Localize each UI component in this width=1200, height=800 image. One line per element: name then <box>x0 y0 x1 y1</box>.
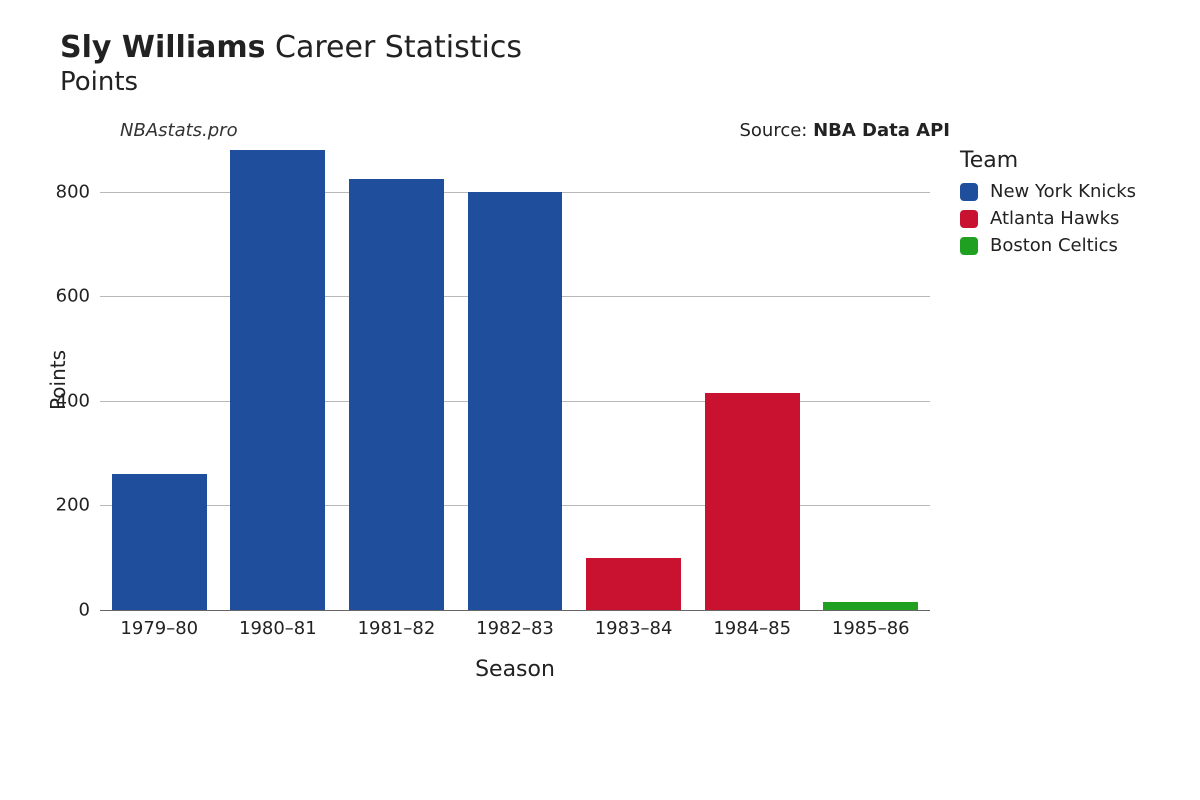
x-tick-label: 1984–85 <box>713 618 791 639</box>
bar <box>823 602 918 610</box>
y-tick-label: 0 <box>79 600 90 621</box>
y-axis-label: Points <box>46 350 70 410</box>
legend-title: Team <box>960 148 1136 173</box>
gridline <box>100 610 930 611</box>
legend-label: Boston Celtics <box>990 235 1118 256</box>
legend-swatch <box>960 183 978 201</box>
x-axis-label: Season <box>475 657 555 682</box>
source-text: Source: NBA Data API <box>739 120 950 141</box>
x-tick-label: 1983–84 <box>595 618 673 639</box>
bar <box>230 150 325 610</box>
chart-subtitle: Points <box>60 67 1160 97</box>
bar-slot: 1981–82 <box>337 150 456 610</box>
x-tick-label: 1982–83 <box>476 618 554 639</box>
x-tick-label: 1979–80 <box>120 618 198 639</box>
y-tick-label: 600 <box>56 286 90 307</box>
title-bold: Sly Williams <box>60 30 265 65</box>
bar <box>586 558 681 610</box>
bars-group: 1979–801980–811981–821982–831983–841984–… <box>100 150 930 610</box>
legend-label: New York Knicks <box>990 181 1136 202</box>
annotation-row: NBAstats.pro Source: NBA Data API <box>120 120 950 141</box>
x-tick-label: 1985–86 <box>832 618 910 639</box>
x-tick-label: 1981–82 <box>358 618 436 639</box>
bar <box>112 474 207 610</box>
bar-slot: 1983–84 <box>574 150 693 610</box>
bar-slot: 1985–86 <box>811 150 930 610</box>
legend-items: New York Knicks Atlanta Hawks Boston Celti… <box>960 181 1136 256</box>
title-block: Sly Williams Career Statistics Points <box>60 30 1160 97</box>
y-tick-label: 200 <box>56 495 90 516</box>
bar-slot: 1980–81 <box>219 150 338 610</box>
source-name: NBA Data API <box>813 120 950 141</box>
chart-title: Sly Williams Career Statistics <box>60 30 1160 65</box>
bar-slot: 1979–80 <box>100 150 219 610</box>
chart-container: Sly Williams Career Statistics Points NB… <box>0 0 1200 800</box>
bar <box>349 179 444 610</box>
bar-slot: 1982–83 <box>456 150 575 610</box>
bar <box>705 393 800 610</box>
legend-swatch <box>960 210 978 228</box>
y-tick-label: 800 <box>56 181 90 202</box>
plot-area: 0200400600800 1979–801980–811981–821982–… <box>100 150 930 610</box>
title-rest: Career Statistics <box>265 30 521 65</box>
legend-item: New York Knicks <box>960 181 1136 202</box>
bar-slot: 1984–85 <box>693 150 812 610</box>
bar <box>468 192 563 610</box>
legend-swatch <box>960 237 978 255</box>
legend: Team New York Knicks Atlanta Hawks Boston … <box>960 148 1136 262</box>
source-prefix: Source: <box>739 120 813 141</box>
watermark-text: NBAstats.pro <box>120 120 238 141</box>
legend-item: Atlanta Hawks <box>960 208 1136 229</box>
legend-label: Atlanta Hawks <box>990 208 1119 229</box>
legend-item: Boston Celtics <box>960 235 1136 256</box>
x-tick-label: 1980–81 <box>239 618 317 639</box>
